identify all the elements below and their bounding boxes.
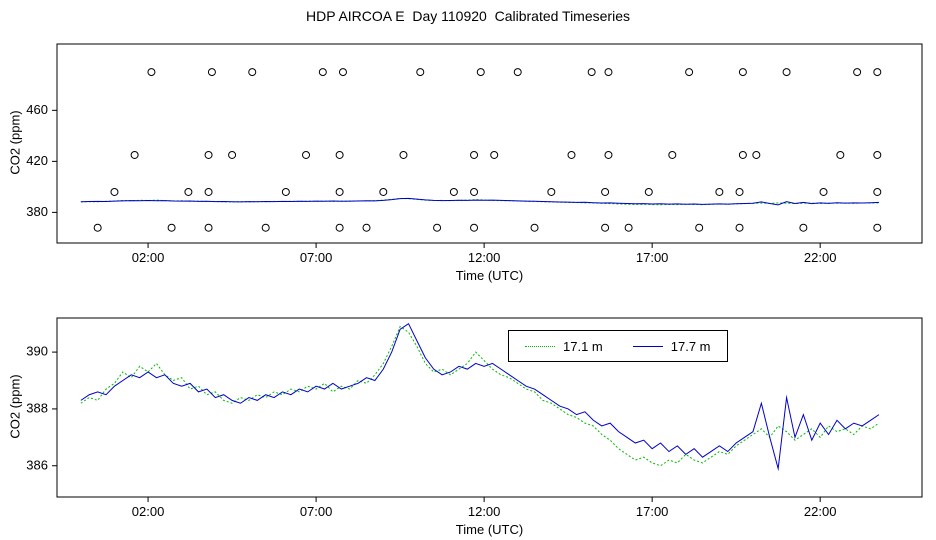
legend: 17.1 m 17.7 m (508, 330, 728, 362)
bottom-y-axis-label: CO2 (ppm) (7, 374, 23, 439)
top-x-axis-label: Time (UTC) (455, 268, 524, 283)
legend-line-sample-17-1 (525, 345, 555, 347)
legend-label-17-7: 17.7 m (670, 338, 711, 354)
top-y-axis-label: CO2 (ppm) (7, 110, 23, 175)
legend-entry-17-1: 17.1 m (525, 339, 603, 354)
plot-title: HDP AIRCOA E Day 110920 Calibrated Times… (306, 8, 630, 24)
bottom-x-axis-label: Time (UTC) (455, 522, 524, 537)
legend-entry-17-7: 17.7 m (632, 338, 711, 354)
legend-label-17-1: 17.1 m (563, 338, 603, 354)
legend-line-sample-17-7 (632, 345, 663, 347)
